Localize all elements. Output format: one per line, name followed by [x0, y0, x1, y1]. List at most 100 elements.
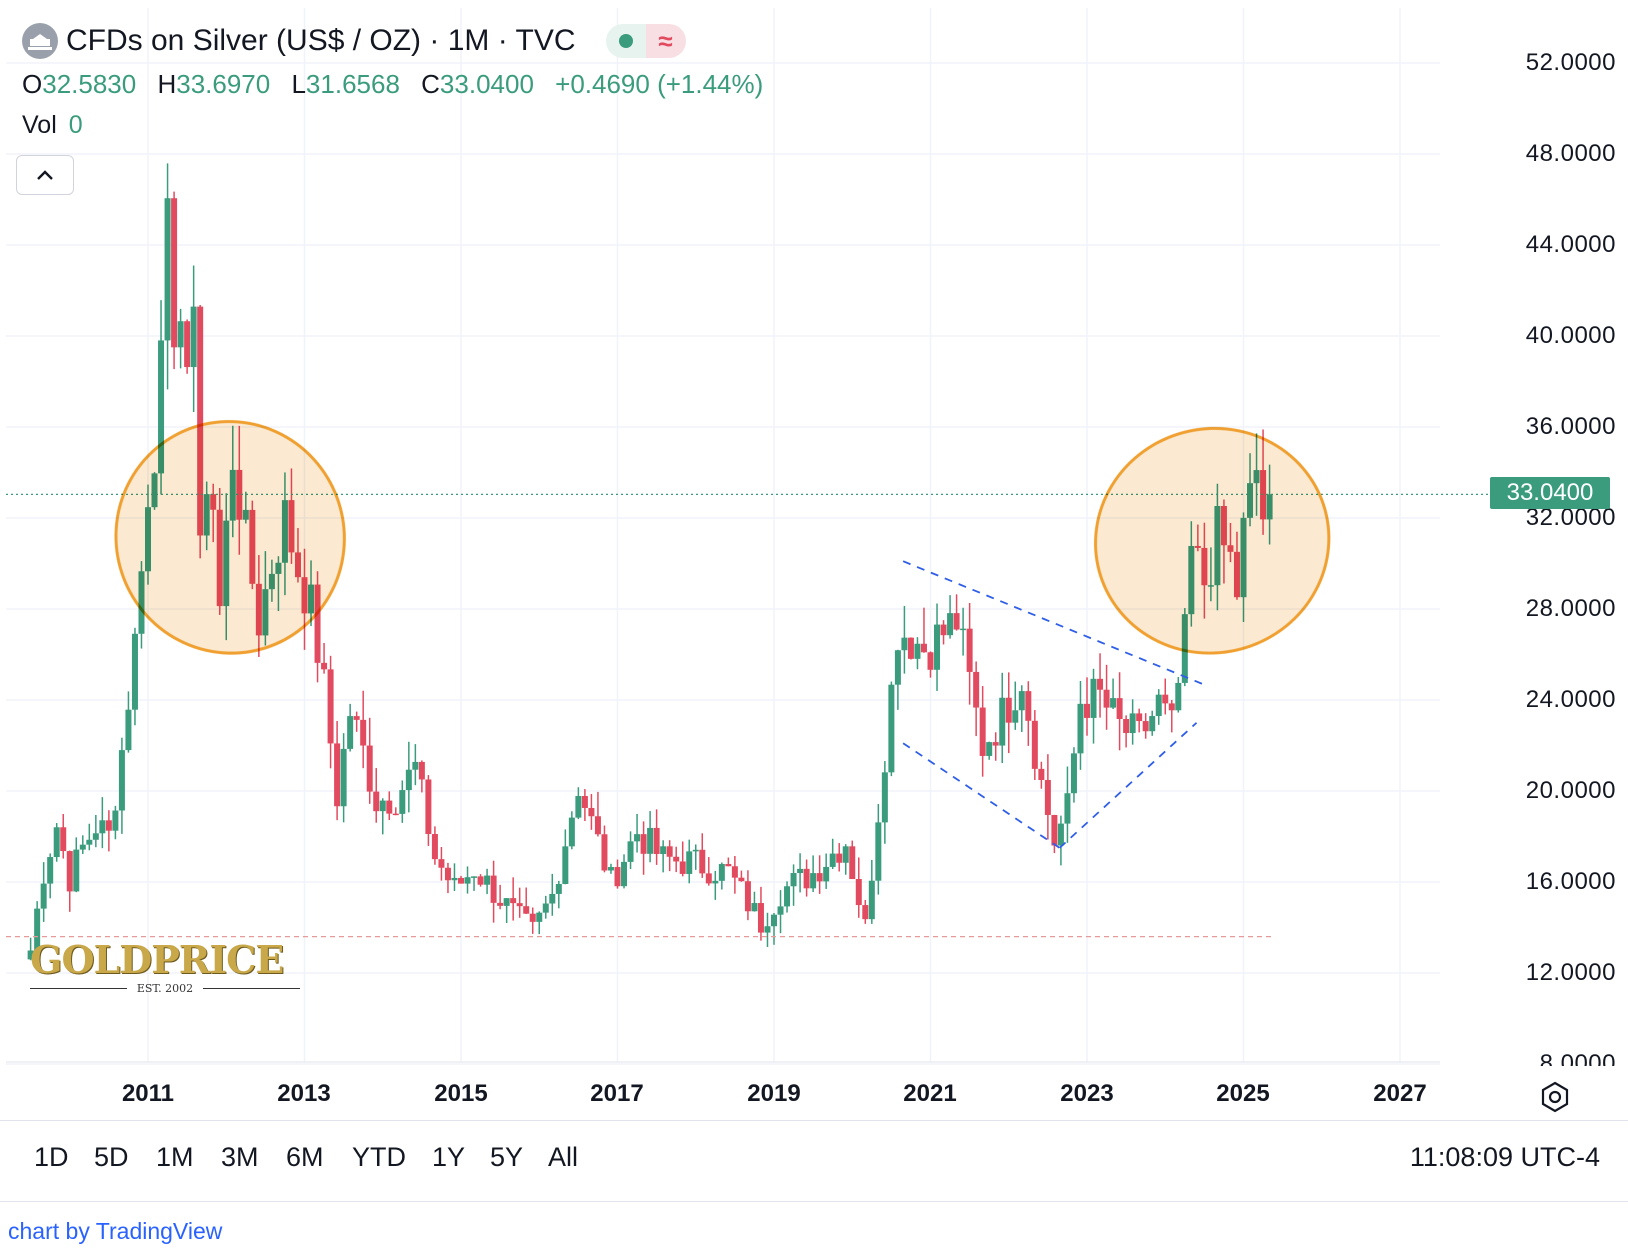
candle-body [425, 779, 432, 834]
candle-body [118, 750, 125, 811]
logo-est-text: EST. 2002 [136, 982, 194, 995]
candle-body [184, 321, 191, 368]
range-button-1m[interactable]: 1M [156, 1142, 194, 1172]
candle-body [412, 761, 419, 770]
range-button-5d[interactable]: 5D [94, 1142, 129, 1172]
candle [888, 681, 895, 777]
candle-body [607, 867, 614, 871]
price-label: 52.0000 [1525, 49, 1616, 76]
candle [699, 833, 706, 878]
candle-body [373, 791, 380, 812]
candle-body [353, 716, 360, 720]
candle-body [197, 306, 204, 536]
candle-body [1012, 710, 1019, 723]
credit-brand[interactable]: TradingView [95, 1218, 223, 1244]
symbol-logo-icon[interactable] [22, 23, 58, 59]
range-button-all[interactable]: All [548, 1142, 579, 1172]
candle-body [973, 671, 980, 708]
candle [647, 811, 654, 863]
candle-body [568, 817, 575, 847]
candle-body [803, 868, 810, 889]
year-label: 2013 [277, 1080, 331, 1107]
candle [960, 607, 967, 656]
candle [34, 901, 41, 959]
candle [640, 821, 647, 875]
candle-body [588, 807, 595, 817]
candle-body [1168, 703, 1175, 711]
price-label: 36.0000 [1525, 413, 1616, 440]
range-button-6m[interactable]: 6M [286, 1142, 324, 1172]
candle [386, 791, 393, 821]
price-chart[interactable] [0, 0, 1628, 1120]
candle [1103, 664, 1110, 730]
candle-body [1044, 780, 1051, 815]
candle [412, 744, 419, 786]
high-value: 33.6970 [176, 69, 271, 99]
trendline-lower-left [902, 742, 1061, 849]
candle-body [477, 876, 484, 885]
candle-body [784, 886, 791, 907]
candle [379, 798, 386, 835]
candle-body [392, 813, 399, 816]
candle-body [510, 898, 517, 904]
candle [484, 868, 491, 895]
candle [634, 813, 641, 853]
candle [992, 732, 999, 761]
gear-icon[interactable] [1538, 1080, 1572, 1114]
tradingview-credit[interactable]: chart by TradingView [8, 1218, 222, 1245]
candle-body [666, 846, 673, 857]
candle-body [647, 827, 654, 854]
candle-body [757, 903, 764, 933]
candle-body [842, 846, 849, 863]
candle-body [1057, 823, 1064, 846]
candle [53, 823, 60, 862]
clock[interactable]: 11:08:09 UTC-4 [1409, 1142, 1600, 1172]
candle-body [914, 643, 921, 659]
candle-body [386, 800, 393, 814]
collapse-legend-button[interactable] [16, 155, 74, 195]
candle-body [1051, 814, 1058, 846]
range-button-1d[interactable]: 1D [34, 1142, 69, 1172]
candle [1129, 699, 1136, 745]
candle [529, 907, 536, 934]
candle [692, 844, 699, 870]
candle [340, 733, 347, 823]
candle-body [601, 834, 608, 871]
candle-body [105, 820, 112, 831]
range-button-ytd[interactable]: YTD [352, 1142, 406, 1172]
candle-body [27, 950, 34, 960]
candle [1136, 708, 1143, 733]
candle [575, 787, 582, 820]
price-label: 16.0000 [1525, 868, 1616, 895]
candle-body [484, 875, 491, 885]
candle-body [960, 628, 967, 631]
market-status[interactable]: ≈ [605, 24, 686, 58]
candle-body [1116, 698, 1123, 719]
candle-body [1025, 691, 1032, 721]
candle-body [836, 853, 843, 863]
range-button-1y[interactable]: 1Y [432, 1142, 466, 1172]
candle [744, 870, 751, 921]
candle-body [418, 761, 425, 780]
candle-body [862, 905, 869, 920]
candle [1162, 678, 1169, 715]
price-label: 48.0000 [1525, 140, 1616, 167]
candle-body [692, 849, 699, 852]
candle [731, 855, 738, 894]
candle [1031, 710, 1038, 780]
candle [705, 857, 712, 886]
range-button-3m[interactable]: 3M [221, 1142, 259, 1172]
range-button-5y[interactable]: 5Y [490, 1142, 524, 1172]
candle-body [1070, 753, 1077, 794]
candle-body [490, 875, 497, 903]
candle [1110, 678, 1117, 710]
candle-body [516, 903, 523, 907]
candle [392, 807, 399, 816]
symbol-title[interactable]: CFDs on Silver (US$ / OZ) · 1M · TVC [66, 24, 576, 57]
candle [725, 857, 732, 867]
candle [1116, 672, 1123, 751]
candle [862, 899, 869, 924]
candle-body [986, 742, 993, 756]
candle-body [1155, 694, 1162, 717]
candle-body [705, 873, 712, 884]
